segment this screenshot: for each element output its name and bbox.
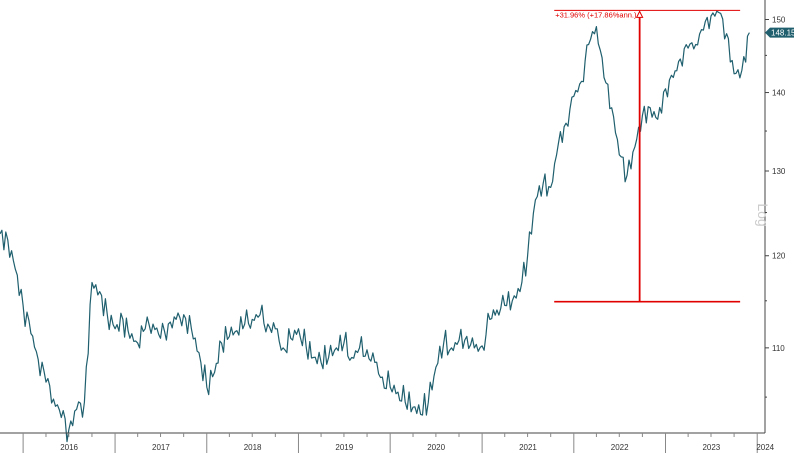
x-tick-label: 2016 <box>60 443 78 452</box>
x-axis: 2016 2017 2018 2019 2020 2021 2022 2023 2024 <box>0 432 775 453</box>
x-tick-label: 2019 <box>335 443 353 452</box>
y-tick-label: 140 <box>772 89 786 98</box>
x-tick-label: 2021 <box>519 443 537 452</box>
series-line <box>0 10 750 443</box>
annotation-arrow <box>635 10 644 18</box>
y-tick-label: 120 <box>772 252 786 261</box>
last-value-tag <box>765 27 794 38</box>
x-tick-label: 2018 <box>244 443 262 452</box>
scale-label: Log <box>755 203 771 226</box>
y-tick-label: 150 <box>772 15 786 24</box>
annotation-label: +31.96% (+17.86%ann.) <box>555 10 637 19</box>
x-tick-label: 2020 <box>427 443 445 452</box>
x-tick-label: 2017 <box>152 443 170 452</box>
x-tick-label: 2023 <box>702 443 720 452</box>
y-tick-label: 110 <box>772 344 785 353</box>
x-tick-label: 2024 <box>756 443 774 452</box>
plot-area: +31.96% (+17.86%ann.) <box>0 9 750 443</box>
last-value-label: 148.15 <box>771 29 794 38</box>
x-tick-label: 2022 <box>611 443 629 452</box>
y-axis: 110 120 130 140 150 148.15 <box>764 0 794 433</box>
y-tick-label: 130 <box>772 167 786 176</box>
